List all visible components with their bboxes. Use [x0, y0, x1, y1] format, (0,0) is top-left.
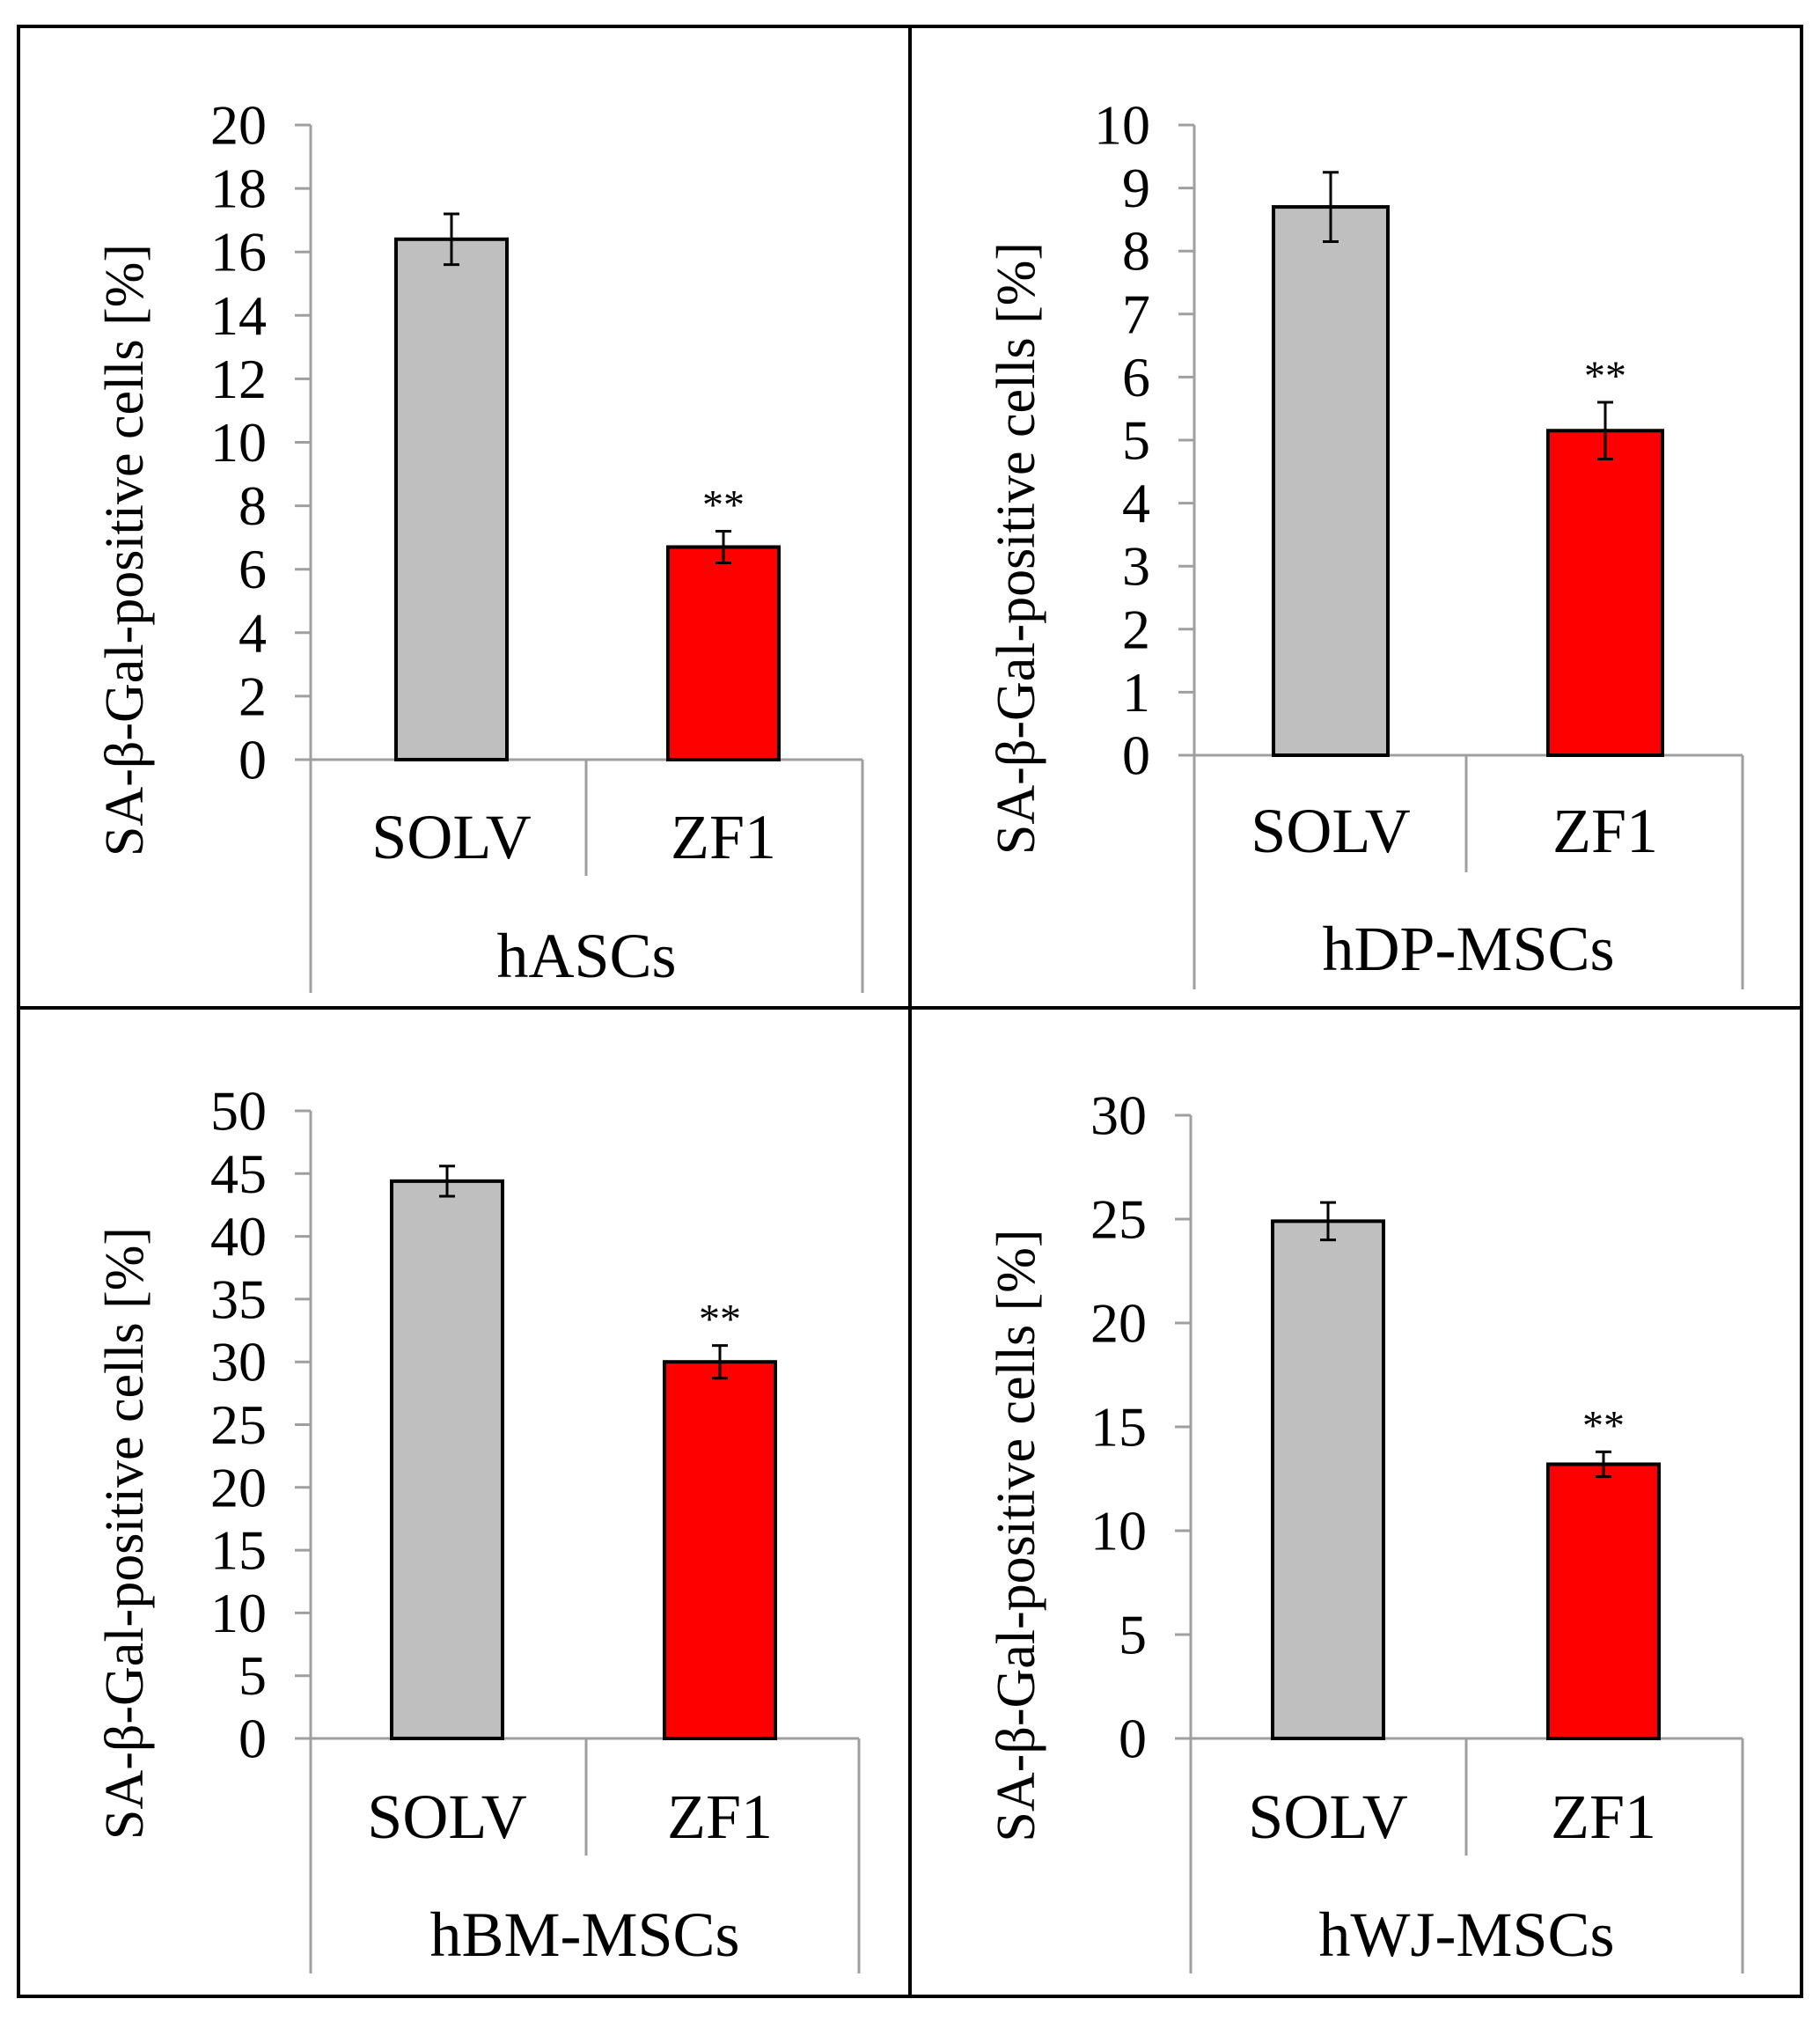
y-tick-label: 12: [210, 348, 267, 410]
bar-solv: [1271, 1219, 1385, 1740]
significance-marker: **: [1582, 1402, 1625, 1449]
category-label: SOLV: [1248, 1782, 1407, 1852]
y-tick-label: 0: [1122, 724, 1150, 787]
y-tick-label: 35: [210, 1268, 267, 1330]
significance-marker: **: [699, 1297, 741, 1343]
y-tick-label: 40: [210, 1205, 267, 1268]
bar-zf1: [1546, 429, 1664, 757]
y-tick-label: 15: [1090, 1396, 1147, 1459]
group-label: hBM-MSCs: [429, 1900, 739, 1970]
y-tick-label: 8: [239, 474, 267, 537]
y-axis-label: SA-β-Gal-positive cells [%]: [987, 1229, 1046, 1841]
y-tick-label: 2: [239, 665, 267, 727]
y-axis-label: SA-β-Gal-positive cells [%]: [95, 244, 155, 856]
group-label: hDP-MSCs: [1322, 914, 1614, 984]
y-tick-label: 3: [1122, 535, 1150, 598]
y-tick-label: 10: [210, 411, 267, 474]
y-tick-label: 7: [1122, 283, 1150, 345]
y-tick-label: 8: [1122, 220, 1150, 283]
y-tick-label: 1: [1122, 661, 1150, 724]
category-label: ZF1: [671, 802, 776, 872]
y-axis-label: SA-β-Gal-positive cells [%]: [987, 242, 1046, 855]
y-tick-label: 0: [1119, 1708, 1147, 1770]
chart-panel-hwj-mscs: 0 5 10 15 20 25 30 SA-β-Gal-positive cells [%] S…: [987, 1084, 1744, 1973]
y-tick-label: 5: [1119, 1604, 1147, 1666]
y-tick-label: 10: [210, 1582, 267, 1644]
category-label: SOLV: [367, 1782, 526, 1852]
bar-solv: [394, 237, 509, 761]
y-tick-label: 15: [210, 1519, 267, 1582]
category-label: SOLV: [1251, 796, 1410, 866]
y-tick-label: 10: [1090, 1500, 1147, 1562]
category-label: ZF1: [1552, 796, 1658, 866]
y-tick-label: 45: [210, 1143, 267, 1205]
bar-zf1: [663, 1360, 777, 1740]
y-tick-label: 0: [239, 1708, 267, 1770]
y-tick-label: 5: [1122, 409, 1150, 472]
y-tick-label: 20: [1090, 1292, 1147, 1355]
y-tick-label: 20: [210, 1456, 267, 1518]
bar-zf1: [666, 545, 781, 762]
bar-solv: [390, 1179, 504, 1740]
bar-zf1: [1546, 1462, 1661, 1740]
group-label: hASCs: [496, 921, 676, 991]
y-tick-label: 2: [1122, 598, 1150, 660]
y-tick-label: 6: [1122, 346, 1150, 408]
significance-marker: **: [1584, 353, 1626, 400]
y-tick-label: 30: [210, 1331, 267, 1393]
y-tick-label: 18: [210, 158, 267, 220]
y-tick-label: 10: [1094, 94, 1150, 157]
y-tick-label: 30: [1090, 1084, 1147, 1147]
y-tick-label: 25: [1090, 1188, 1147, 1251]
y-tick-label: 9: [1122, 157, 1150, 219]
group-label: hWJ-MSCs: [1318, 1900, 1614, 1970]
y-tick-label: 16: [210, 221, 267, 283]
y-tick-label: 5: [239, 1644, 267, 1707]
category-label: SOLV: [371, 802, 531, 872]
y-tick-label: 25: [210, 1393, 267, 1456]
bar-solv: [1272, 205, 1390, 757]
y-tick-label: 6: [239, 538, 267, 600]
category-label: ZF1: [1551, 1782, 1656, 1852]
y-tick-label: 4: [239, 601, 267, 664]
y-tick-label: 14: [210, 284, 267, 347]
y-tick-label: 50: [210, 1080, 267, 1143]
y-tick-label: 4: [1122, 472, 1150, 534]
significance-marker: **: [702, 481, 745, 528]
y-tick-label: 20: [210, 94, 267, 157]
y-tick-label: 0: [239, 729, 267, 791]
category-label: ZF1: [667, 1782, 773, 1852]
y-axis-label: SA-β-Gal-positive cells [%]: [95, 1227, 155, 1840]
